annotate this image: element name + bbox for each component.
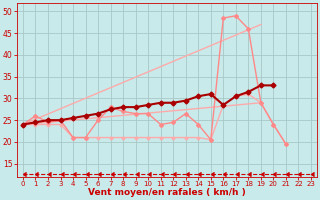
X-axis label: Vent moyen/en rafales ( km/h ): Vent moyen/en rafales ( km/h ): [88, 188, 246, 197]
